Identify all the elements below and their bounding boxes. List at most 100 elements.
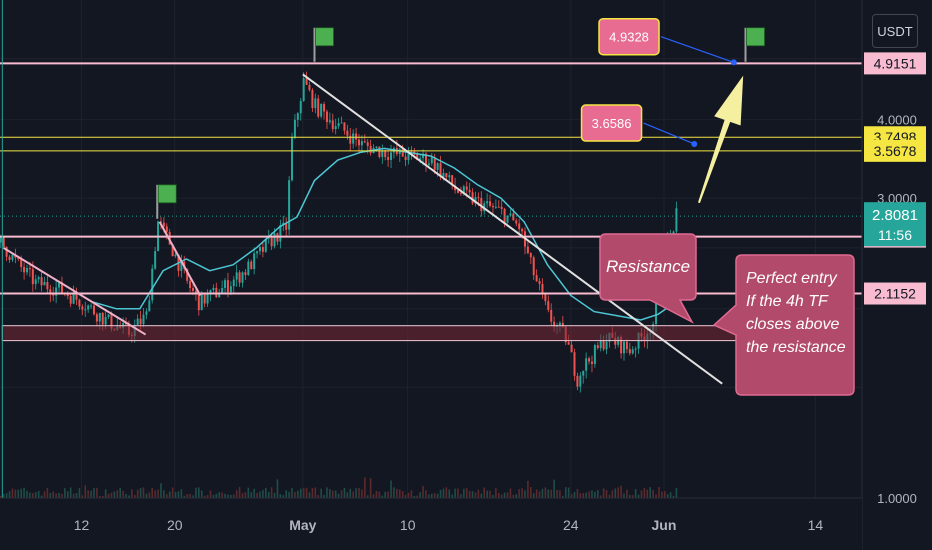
- volume-bar: [369, 478, 372, 498]
- volume-bar: [477, 489, 480, 498]
- candle-body: [343, 122, 346, 131]
- volume-bar: [518, 489, 520, 498]
- candle-body: [532, 257, 535, 276]
- volume-bar: [553, 479, 555, 498]
- candle-body: [631, 349, 634, 354]
- volume-bar: [174, 491, 177, 498]
- price-callout-box: [580, 104, 643, 142]
- candle-body: [320, 103, 323, 117]
- volume-bar: [14, 489, 17, 498]
- volume-bar: [23, 487, 25, 498]
- candle-body: [84, 309, 87, 311]
- candle-body: [422, 153, 425, 159]
- candle-body: [285, 222, 288, 230]
- candle-body: [110, 314, 113, 329]
- volume-bar: [387, 491, 389, 498]
- candle-body: [547, 301, 550, 310]
- volume-bar: [428, 494, 430, 498]
- x-tick-label: 10: [400, 517, 416, 533]
- volume-bar: [136, 489, 139, 498]
- candle-body: [323, 103, 326, 112]
- volume-bar: [171, 487, 174, 498]
- volume-bar: [652, 490, 654, 498]
- volume-bar: [323, 494, 325, 498]
- volume-bar: [224, 493, 226, 498]
- volume-bar: [212, 494, 215, 498]
- volume-bar: [218, 492, 221, 498]
- volume-bar: [305, 487, 308, 498]
- volume-bar: [564, 487, 567, 498]
- candle-body: [258, 246, 261, 252]
- flag-cloth: [746, 27, 765, 47]
- volume-bar: [614, 488, 617, 498]
- volume-bar: [142, 487, 145, 498]
- candle-body: [625, 341, 628, 350]
- candle-body: [171, 244, 174, 257]
- volume-bar: [419, 492, 421, 498]
- volume-bar: [602, 488, 605, 498]
- flag-cloth: [315, 27, 334, 47]
- volume-bar: [104, 489, 107, 498]
- price-axis-background: [862, 0, 932, 550]
- candle-body: [360, 141, 363, 146]
- candle-body: [346, 130, 349, 136]
- volume-bar: [599, 495, 602, 498]
- volume-bar: [340, 490, 343, 498]
- candle-body: [5, 246, 8, 257]
- volume-bar: [209, 490, 212, 498]
- volume-bar: [637, 494, 640, 498]
- candle-body: [573, 352, 576, 376]
- volume-bar: [515, 494, 518, 498]
- volume-bar: [538, 491, 541, 498]
- candle-body: [620, 337, 623, 354]
- volume-bar: [448, 489, 451, 498]
- candle-body: [90, 305, 93, 307]
- volume-bar: [661, 491, 663, 498]
- volume-bar: [299, 488, 302, 498]
- candle-body: [535, 275, 538, 282]
- candle-body: [26, 268, 29, 273]
- candle-body: [387, 157, 390, 160]
- volume-bar: [93, 488, 95, 498]
- price-level-badge: [864, 52, 926, 75]
- volume-bar: [311, 487, 314, 498]
- candle-body: [302, 78, 305, 102]
- volume-bar: [509, 488, 512, 498]
- volume-bar: [611, 490, 614, 498]
- candle-body: [200, 292, 203, 311]
- volume-bar: [393, 487, 395, 498]
- volume-bar: [192, 495, 194, 498]
- volume-bar: [556, 489, 558, 498]
- candle-body: [375, 146, 378, 148]
- volume-bar: [110, 492, 113, 498]
- volume-bar: [69, 487, 72, 498]
- volume-bar: [401, 491, 404, 498]
- currency-button[interactable]: USDT: [872, 14, 918, 48]
- volume-bar: [52, 491, 55, 498]
- overlay-layer: 4.9328 3.6586 Resistance Perfect entry If th…: [156, 17, 855, 396]
- volume-bar: [157, 489, 159, 498]
- volume-bar: [416, 495, 419, 498]
- volume-bar: [372, 494, 375, 498]
- volume-bar: [183, 495, 186, 498]
- candle-body: [401, 148, 404, 157]
- volume-bar: [288, 492, 290, 498]
- volume-bar: [75, 493, 78, 498]
- volume-bar: [585, 492, 587, 498]
- volume-bar: [634, 489, 637, 498]
- volume-bar: [72, 493, 75, 498]
- volume-bar: [535, 489, 538, 498]
- volume-bar: [626, 489, 628, 498]
- volume-bar: [5, 493, 8, 498]
- price-level-badge-label: 4.9151: [874, 55, 917, 71]
- candle-body: [241, 272, 244, 283]
- x-tick-label: 14: [808, 517, 824, 533]
- candle-body: [72, 292, 75, 304]
- volume-bar: [579, 493, 582, 498]
- volume-bar: [145, 493, 148, 498]
- candle-body: [212, 287, 215, 290]
- volume-bar: [398, 489, 401, 498]
- candle-body: [69, 296, 72, 304]
- volume-bar: [81, 495, 84, 498]
